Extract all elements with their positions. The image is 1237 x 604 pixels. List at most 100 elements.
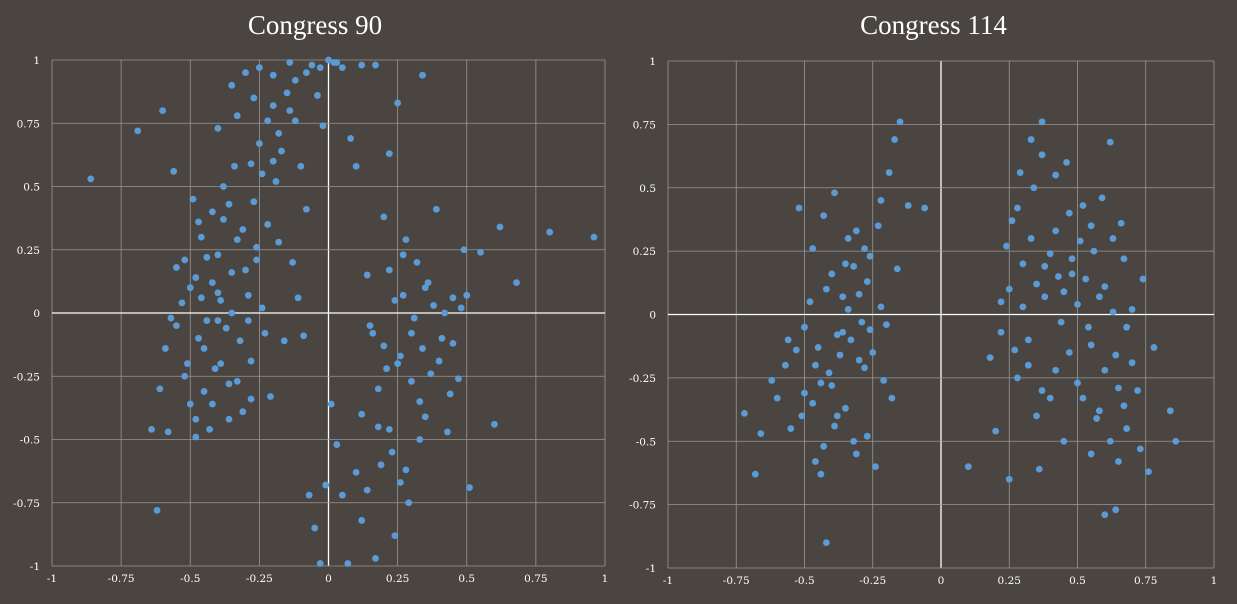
data-point (214, 289, 222, 297)
data-point (1008, 217, 1016, 225)
data-point (784, 336, 792, 344)
x-tick-label: -0.25 (246, 573, 273, 585)
data-point (496, 223, 504, 231)
data-point (1027, 136, 1035, 143)
data-point (333, 59, 341, 66)
data-point (1033, 412, 1040, 420)
data-point (186, 400, 194, 408)
data-point (1128, 306, 1136, 313)
data-point (186, 284, 194, 292)
data-point (1128, 359, 1136, 367)
data-point (1063, 159, 1070, 166)
data-point (1095, 293, 1103, 301)
data-point (817, 379, 825, 387)
data-point (1030, 184, 1038, 192)
data-point (225, 415, 233, 423)
data-point (192, 415, 200, 423)
data-point (801, 389, 808, 397)
data-point (148, 425, 155, 433)
data-point (399, 251, 407, 259)
y-tick-label: 0.25 (633, 246, 656, 258)
data-point (233, 236, 241, 244)
data-point (333, 441, 341, 448)
data-point (1109, 235, 1117, 242)
data-point (217, 296, 225, 304)
data-point (153, 506, 161, 514)
data-point (206, 425, 214, 433)
data-point (278, 147, 285, 155)
data-point (181, 372, 189, 380)
data-point (220, 183, 227, 190)
data-point (992, 427, 999, 435)
data-point (861, 245, 868, 252)
data-point (812, 458, 819, 465)
data-point (1027, 235, 1035, 242)
data-point (1085, 323, 1092, 331)
data-point (1120, 255, 1128, 263)
data-point (211, 365, 219, 373)
data-point (1101, 366, 1109, 374)
data-point (1033, 280, 1040, 288)
data-point (316, 560, 324, 567)
data-point (338, 491, 346, 499)
data-point (244, 317, 252, 324)
data-point (358, 410, 366, 418)
x-tick-label: -1 (47, 573, 57, 585)
data-point (466, 484, 473, 491)
data-point (394, 360, 402, 367)
data-point (325, 56, 332, 64)
data-point (842, 404, 849, 412)
x-tick-label: 0.25 (386, 573, 409, 585)
data-point (189, 195, 197, 203)
y-tick-label: 0 (33, 308, 40, 320)
data-point (795, 204, 803, 212)
data-point (250, 198, 258, 206)
data-point (866, 326, 874, 334)
scatter-plot: -1 -0.75 -0.5 -0.25 0 0.25 0.5 0.75 1 -1 -0.75 -0.5… (629, 56, 1217, 587)
data-point (806, 298, 814, 306)
data-point (419, 345, 426, 352)
data-point (405, 499, 413, 507)
data-point (457, 304, 465, 312)
data-point (338, 64, 346, 71)
data-point (391, 296, 399, 304)
data-point (432, 205, 440, 213)
data-point (272, 178, 280, 185)
data-point (449, 294, 457, 302)
data-point (812, 361, 819, 369)
data-point (546, 228, 554, 236)
y-tick-label: 0 (649, 310, 656, 322)
data-point (997, 298, 1005, 306)
data-point (380, 213, 388, 221)
data-point (863, 278, 871, 285)
x-tick-label: 0.5 (1069, 575, 1086, 587)
data-point (253, 243, 261, 251)
data-point (1005, 475, 1013, 483)
x-tick-label: -0.25 (859, 575, 886, 587)
data-point (1019, 260, 1027, 268)
data-point (372, 555, 379, 562)
data-point (844, 235, 852, 242)
data-point (1117, 219, 1125, 227)
data-point (1134, 387, 1141, 394)
data-point (1060, 437, 1068, 445)
y-tick-label: 0.25 (17, 245, 40, 257)
data-point (842, 260, 849, 268)
scatter-plot: -1 -0.75 -0.5 -0.25 0 0.25 0.5 0.75 1 -1 -0.75 -0.5… (13, 55, 608, 585)
data-point (363, 271, 371, 279)
data-point (839, 293, 847, 301)
data-point (416, 398, 424, 405)
data-point (1139, 275, 1147, 283)
data-point (831, 422, 838, 430)
data-point (822, 285, 830, 293)
data-point (203, 317, 211, 324)
data-point (416, 436, 424, 443)
data-point (225, 380, 233, 388)
data-point (852, 227, 860, 235)
data-point (986, 354, 994, 361)
data-point (208, 400, 216, 408)
y-tick-label: 0.75 (633, 119, 656, 131)
data-point (822, 539, 830, 547)
data-point (233, 112, 241, 120)
data-point (1101, 283, 1109, 291)
